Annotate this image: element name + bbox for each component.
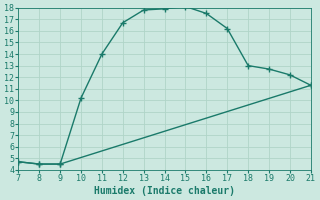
X-axis label: Humidex (Indice chaleur): Humidex (Indice chaleur) xyxy=(94,186,235,196)
